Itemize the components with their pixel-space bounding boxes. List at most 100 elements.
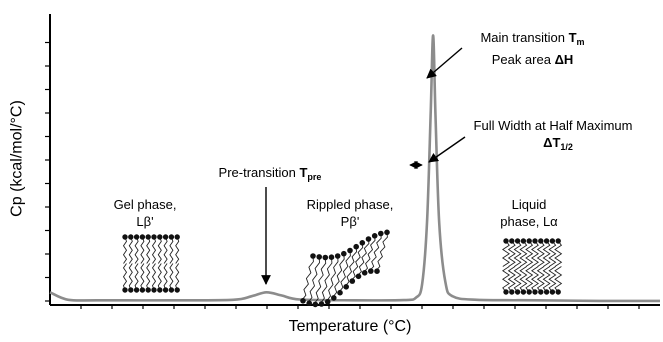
- lipid-head: [343, 284, 350, 290]
- lipid-head: [543, 238, 550, 244]
- lipid-tail: [368, 233, 382, 272]
- lipid-head: [145, 234, 151, 240]
- lipid-tail: [151, 236, 157, 264]
- lipid-head: [538, 238, 544, 244]
- lipid-head: [310, 253, 316, 259]
- lipid-head: [133, 234, 140, 240]
- lipid-head: [128, 234, 134, 240]
- lipid-tail: [525, 240, 534, 267]
- lipid-tail: [530, 240, 540, 267]
- lipid-tail: [536, 240, 545, 267]
- lipid-tail: [350, 242, 364, 282]
- lipid-head: [503, 238, 509, 244]
- lipid-tail: [375, 232, 388, 272]
- gel-phase-lipid-illustration: [122, 234, 180, 293]
- lipid-head: [162, 287, 169, 293]
- lipid-tail: [175, 236, 180, 264]
- lipid-tail: [356, 238, 370, 277]
- lipid-head: [157, 234, 163, 240]
- lipid-head: [322, 254, 329, 261]
- tpre-subscript: pre: [307, 172, 322, 182]
- lipid-tail: [507, 240, 516, 267]
- tpre-symbol: T: [299, 165, 308, 180]
- lipid-head: [365, 236, 372, 242]
- lipid-head: [328, 254, 335, 260]
- lipid-head: [514, 238, 521, 244]
- lipid-head: [341, 250, 347, 257]
- lipid-tail: [169, 236, 174, 264]
- tm-subscript: m: [576, 37, 585, 47]
- lipid-head: [331, 295, 337, 301]
- lipid-tail: [501, 266, 511, 293]
- lipid-tail: [344, 246, 357, 288]
- lipid-tail: [519, 266, 528, 293]
- lipid-head: [532, 289, 538, 295]
- lipid-tail: [548, 240, 557, 267]
- lipid-tail: [128, 263, 133, 291]
- x-axis-ticks: [80, 305, 640, 309]
- lipid-head: [139, 234, 146, 240]
- liquid-phase-line1: Liquid: [511, 197, 547, 212]
- lipid-head: [133, 287, 140, 293]
- cp-curve: [49, 34, 660, 303]
- lipid-head: [174, 287, 180, 293]
- lipid-tail: [554, 266, 563, 293]
- lipid-head: [509, 238, 515, 244]
- rippled-phase-line1: Rippled phase,: [306, 197, 394, 212]
- lipid-head: [503, 289, 509, 295]
- fwhm-arrow: [428, 136, 466, 163]
- lipid-tail: [554, 240, 563, 267]
- lipid-tail: [122, 236, 128, 264]
- lipid-tail: [175, 263, 180, 291]
- lipid-head: [509, 289, 515, 295]
- lipid-tail: [157, 236, 162, 264]
- lipid-head: [316, 254, 323, 260]
- rippled-phase-label: Rippled phase, Pβ': [290, 196, 410, 230]
- lipid-head: [300, 298, 306, 304]
- lipid-head: [532, 238, 538, 244]
- lipid-tail: [513, 240, 522, 267]
- lipid-tail: [301, 255, 314, 302]
- lipid-head: [514, 289, 521, 295]
- lipid-tail: [157, 263, 162, 291]
- lipid-head: [526, 238, 532, 244]
- lipid-head: [122, 287, 128, 293]
- lipid-head: [337, 289, 343, 296]
- liquid-phase-line2: phase, Lα: [500, 214, 558, 229]
- lipid-head: [347, 247, 353, 254]
- lipid-tail: [140, 236, 145, 264]
- gel-phase-line2: Lβ': [136, 214, 154, 229]
- main-transition-label: Main transition Tm Peak area ΔH: [455, 29, 610, 68]
- lipid-head: [555, 238, 561, 244]
- x-axis-label: Temperature (°C): [288, 318, 412, 335]
- lipid-tail: [542, 240, 551, 267]
- lipid-tail: [122, 263, 128, 291]
- lipid-tail: [134, 263, 139, 291]
- lipid-tail: [331, 253, 345, 299]
- lipid-tail: [513, 266, 522, 293]
- lipid-head: [128, 287, 134, 293]
- lipid-tail: [128, 236, 133, 264]
- lipid-head: [378, 230, 384, 237]
- lipid-head: [520, 238, 527, 244]
- lipid-tail: [501, 240, 511, 267]
- lipid-tail: [507, 266, 516, 293]
- lipid-head: [555, 289, 561, 295]
- lipid-head: [368, 268, 374, 274]
- delta-t-subscript: 1/2: [560, 142, 573, 152]
- lipid-head: [145, 287, 151, 293]
- lipid-tail: [525, 266, 534, 293]
- lipid-head: [361, 270, 368, 276]
- y-axis-label: Cp (kcal/mol/°C): [8, 100, 26, 217]
- lipid-tail: [313, 257, 327, 305]
- gel-phase-label: Gel phase, Lβ': [100, 196, 190, 230]
- lipid-tail: [146, 236, 151, 264]
- lipid-head: [312, 301, 319, 308]
- pre-transition-label: Pre-transition Tpre: [205, 164, 335, 186]
- lipid-head: [139, 287, 146, 293]
- lipid-tail: [151, 263, 157, 291]
- tm-symbol: T: [568, 30, 577, 45]
- lipid-tail: [140, 263, 145, 291]
- liquid-phase-lipid-illustration: [501, 238, 563, 295]
- rippled-phase-line2: Pβ': [340, 214, 360, 229]
